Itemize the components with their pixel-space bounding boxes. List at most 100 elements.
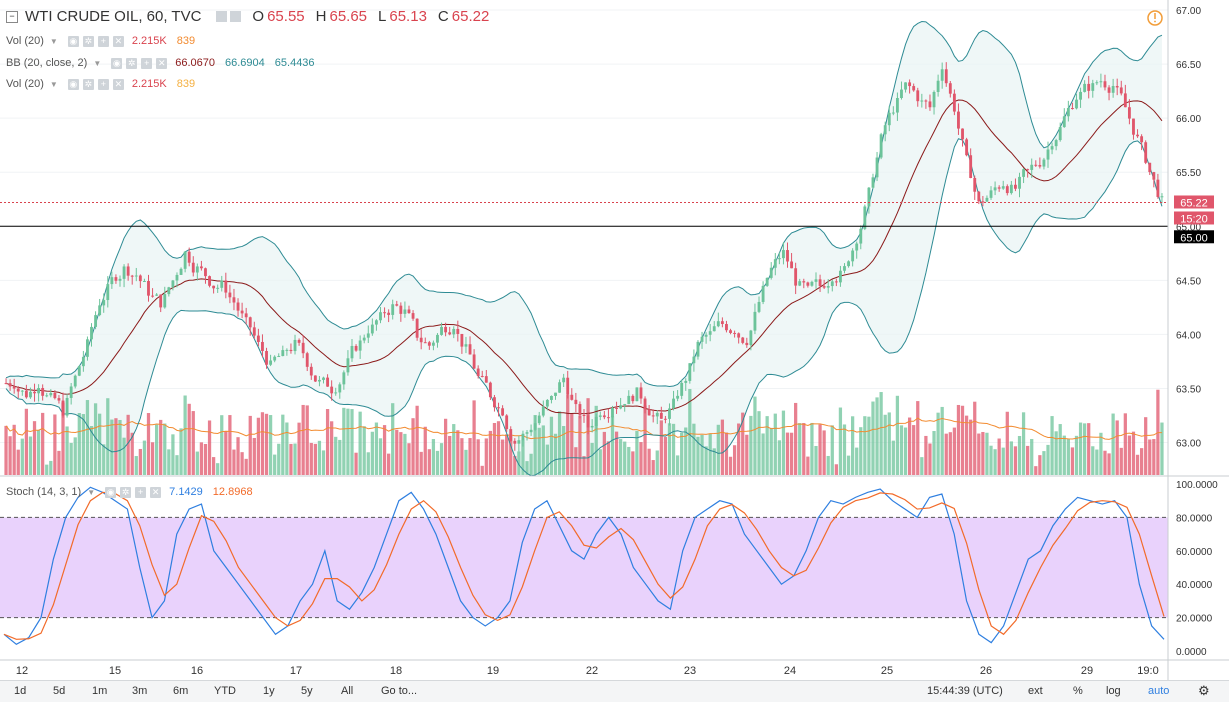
hline-price-badge: 65.00: [1174, 230, 1214, 244]
candle-body: [729, 330, 732, 333]
range-ytd[interactable]: YTD: [214, 685, 236, 697]
legend-stoch[interactable]: Stoch (14, 3, 1) ▼ ◉ ✲ + ✕ 7.1429 12.8968: [6, 486, 253, 498]
eye-icon[interactable]: ◉: [105, 486, 117, 498]
candle-body: [513, 440, 517, 444]
candle-body: [248, 317, 252, 328]
stoch-axis[interactable]: 100.0000 80.0000 60.0000 40.0000 20.0000 0.00…: [1176, 480, 1218, 658]
volume-bar: [1103, 450, 1107, 475]
range-6m[interactable]: 6m: [173, 685, 189, 697]
move-icon[interactable]: +: [97, 35, 109, 47]
stoch-tick-label: 40.0000: [1176, 580, 1213, 591]
format-gear-icon[interactable]: [230, 11, 242, 22]
legend-bb[interactable]: BB (20, close, 2) ▼ ◉ ✲ + ✕ 66.0670 66.6904 …: [6, 57, 315, 69]
range-1m[interactable]: 1m: [92, 685, 108, 697]
legend-vol-2[interactable]: Vol (20) ▼ ◉ ✲ + ✕ 2.215K 839: [6, 78, 195, 90]
vol-value: 2.215K: [131, 78, 167, 90]
price-tick-label: 64.00: [1176, 330, 1201, 341]
volume-bar: [1144, 417, 1148, 475]
range-all[interactable]: All: [341, 685, 354, 697]
candle-body: [1005, 186, 1009, 194]
settings-gear-icon[interactable]: [216, 11, 228, 22]
ext-toggle[interactable]: ext: [1028, 685, 1043, 697]
range-1d[interactable]: 1d: [14, 685, 27, 697]
eye-icon[interactable]: ◉: [111, 57, 123, 69]
volume-bar: [708, 433, 712, 475]
goto-button[interactable]: Go to...: [381, 685, 418, 697]
chart-header: − WTI CRUDE OIL, 60, TVC O 65.55 H 65.65 L…: [6, 8, 489, 25]
move-icon[interactable]: +: [135, 486, 147, 498]
move-icon[interactable]: +: [97, 78, 109, 90]
log-toggle[interactable]: log: [1106, 685, 1121, 697]
candle-body: [73, 375, 77, 387]
candle-body: [619, 405, 623, 409]
alert-clock-icon[interactable]: [1147, 10, 1163, 26]
candle-body: [53, 393, 57, 399]
volume-bar: [1030, 438, 1034, 475]
volume-bar: [822, 430, 826, 475]
gear-icon[interactable]: ✲: [82, 78, 94, 90]
auto-toggle[interactable]: auto: [1148, 685, 1170, 697]
range-5d[interactable]: 5d: [53, 685, 66, 697]
candle-body: [517, 440, 521, 444]
candle-body: [505, 415, 509, 430]
candle-body: [928, 101, 932, 108]
time-tick-label: 12: [16, 665, 28, 677]
legend-vol-1[interactable]: Vol (20) ▼ ◉ ✲ + ✕ 2.215K 839: [6, 35, 195, 47]
volume-bar: [1091, 446, 1095, 475]
volume-bar: [73, 437, 77, 475]
candle-body: [692, 356, 696, 364]
caret-down-icon[interactable]: ▼: [49, 36, 58, 46]
volume-bar: [476, 439, 480, 475]
eye-icon[interactable]: ◉: [67, 35, 79, 47]
close-label: C: [437, 8, 449, 25]
candle-body: [411, 313, 415, 319]
caret-down-icon[interactable]: ▼: [87, 487, 96, 497]
candle-body: [1099, 81, 1103, 83]
gear-icon[interactable]: ✲: [82, 35, 94, 47]
settings-gear-icon[interactable]: ⚙: [1198, 683, 1210, 698]
symbol-title[interactable]: WTI CRUDE OIL, 60, TVC: [25, 8, 202, 25]
caret-down-icon[interactable]: ▼: [49, 79, 58, 89]
volume-ma-line: [5, 417, 1162, 440]
candle-body: [794, 268, 798, 286]
price-axis[interactable]: 67.00 66.50 66.00 65.50 65.00 64.50 64.00 63.50…: [1176, 6, 1201, 450]
volume-bar: [211, 457, 216, 475]
collapse-icon[interactable]: −: [6, 10, 18, 23]
volume-bar: [354, 452, 358, 475]
candle-body: [379, 312, 382, 321]
time-tick-label: 16: [191, 665, 203, 677]
gear-icon[interactable]: ✲: [126, 57, 138, 69]
bb-upper-value: 66.6904: [225, 57, 265, 69]
stoch-k-value: 7.1429: [169, 486, 203, 498]
range-1y[interactable]: 1y: [263, 685, 275, 697]
candle-body: [472, 354, 476, 369]
volume-bar: [427, 449, 431, 475]
gear-icon[interactable]: ✲: [120, 486, 132, 498]
percent-toggle[interactable]: %: [1073, 685, 1083, 697]
volume-bar: [859, 427, 863, 475]
time-tick-label: 23: [684, 665, 696, 677]
volume-bar: [834, 464, 838, 475]
utc-clock[interactable]: 15:44:39 (UTC): [927, 685, 1003, 697]
volume-bar: [102, 444, 106, 475]
candle-body: [1083, 83, 1087, 92]
time-axis[interactable]: 12 15 16 17 18 19 22 23 24 25 26 29 19:0: [16, 665, 1159, 677]
range-5y[interactable]: 5y: [301, 685, 313, 697]
close-icon[interactable]: ✕: [156, 57, 168, 69]
volume-bar: [305, 405, 309, 475]
volume-bar: [289, 443, 293, 475]
close-icon[interactable]: ✕: [112, 78, 124, 90]
volume-bar: [846, 455, 851, 475]
eye-icon[interactable]: ◉: [67, 78, 79, 90]
volume-bar: [1111, 413, 1115, 475]
range-3m[interactable]: 3m: [132, 685, 148, 697]
volume-bar: [594, 405, 598, 475]
caret-down-icon[interactable]: ▼: [93, 58, 102, 68]
candle-body: [151, 295, 154, 297]
volume-bar: [391, 403, 395, 475]
candle-body: [285, 349, 289, 351]
candle-body: [1119, 87, 1123, 94]
close-icon[interactable]: ✕: [112, 35, 124, 47]
close-icon[interactable]: ✕: [150, 486, 162, 498]
move-icon[interactable]: +: [141, 57, 153, 69]
